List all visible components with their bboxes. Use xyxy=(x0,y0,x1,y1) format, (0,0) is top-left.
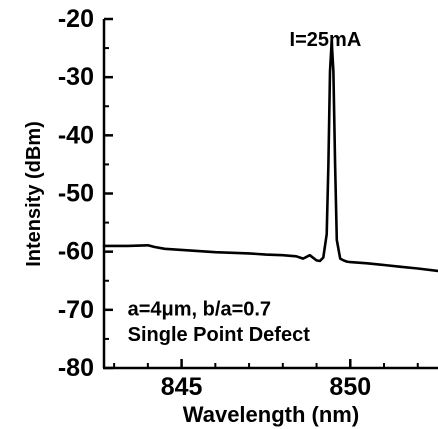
series-layer xyxy=(102,39,438,273)
y-axis-title: Intensity (dBm) xyxy=(23,121,45,267)
y-tick-label: -40 xyxy=(58,121,94,149)
y-tick-label: -30 xyxy=(58,63,94,91)
y-tick-label: -60 xyxy=(58,238,94,266)
x-tick-label: 845 xyxy=(161,373,203,401)
axes-layer xyxy=(102,17,438,370)
annotation-0: I=25mA xyxy=(290,29,362,51)
spectrum-line xyxy=(102,39,438,273)
y-tick-label: -70 xyxy=(58,296,94,324)
y-tick-label: -80 xyxy=(58,354,94,382)
annotation-2: Single Point Defect xyxy=(128,324,311,346)
y-tick-label: -20 xyxy=(58,5,94,33)
y-tick-label: -50 xyxy=(58,180,94,208)
x-tick-label: 850 xyxy=(329,373,371,401)
annotation-1: a=4μm, b/a=0.7 xyxy=(128,299,271,321)
x-axis-title: Wavelength (nm) xyxy=(183,402,359,427)
